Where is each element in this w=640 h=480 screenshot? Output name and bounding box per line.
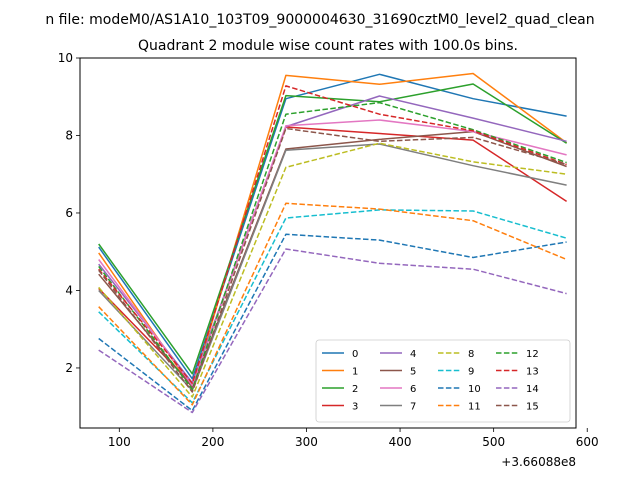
series-lines xyxy=(98,72,568,414)
legend-box xyxy=(315,339,571,423)
series-line-9 xyxy=(98,209,567,404)
legend-label-3: 3 xyxy=(352,402,358,413)
legend-label-6: 6 xyxy=(410,384,416,395)
legend-label-2: 2 xyxy=(352,384,358,395)
series-line-0 xyxy=(98,73,567,380)
legend-label-14: 14 xyxy=(526,384,539,395)
series-line-2 xyxy=(98,83,568,375)
series-line-7 xyxy=(98,143,567,392)
legend-label-8: 8 xyxy=(468,349,474,360)
y-tick-label-2: 2 xyxy=(65,361,73,375)
x-tick-label-400: 400 xyxy=(389,435,412,449)
legend-label-0: 0 xyxy=(352,349,358,360)
series-line-15 xyxy=(98,127,567,393)
legend-label-10: 10 xyxy=(468,384,481,395)
series-line-11 xyxy=(98,202,567,406)
x-tick-label-600: 600 xyxy=(576,435,599,449)
x-tick-label-200: 200 xyxy=(201,435,224,449)
legend-label-9: 9 xyxy=(468,367,474,378)
y-axis: 2 4 6 8 10 xyxy=(58,51,80,375)
x-axis-offset-label: +3.66088e8 xyxy=(501,455,576,469)
legend-label-4: 4 xyxy=(410,349,416,360)
legend-label-15: 15 xyxy=(526,402,539,413)
series-line-12 xyxy=(98,101,567,391)
series-line-4 xyxy=(98,95,567,384)
series-line-14 xyxy=(98,248,567,414)
series-line-13 xyxy=(98,85,567,385)
x-tick-label-500: 500 xyxy=(482,435,505,449)
legend-label-11: 11 xyxy=(468,402,481,413)
chart-title: Quadrant 2 module wise count rates with … xyxy=(138,38,518,54)
legend-label-12: 12 xyxy=(526,349,539,360)
x-tick-label-100: 100 xyxy=(108,435,131,449)
legend-label-7: 7 xyxy=(410,402,416,413)
series-line-8 xyxy=(98,142,567,398)
series-line-10 xyxy=(98,233,567,412)
y-tick-label-6: 6 xyxy=(65,206,73,220)
chart-suptitle: n file: modeM0/AS1A10_103T09_9000004630_… xyxy=(45,12,594,28)
plot-frame xyxy=(79,57,577,429)
legend-label-5: 5 xyxy=(410,367,416,378)
legend-label-13: 13 xyxy=(526,367,539,378)
y-tick-label-10: 10 xyxy=(58,51,73,65)
y-tick-label-8: 8 xyxy=(65,128,73,142)
y-tick-label-4: 4 xyxy=(65,283,73,297)
x-tick-label-300: 300 xyxy=(295,435,318,449)
legend-label-1: 1 xyxy=(352,367,358,378)
x-axis: 100 200 300 400 500 600 xyxy=(108,428,599,449)
